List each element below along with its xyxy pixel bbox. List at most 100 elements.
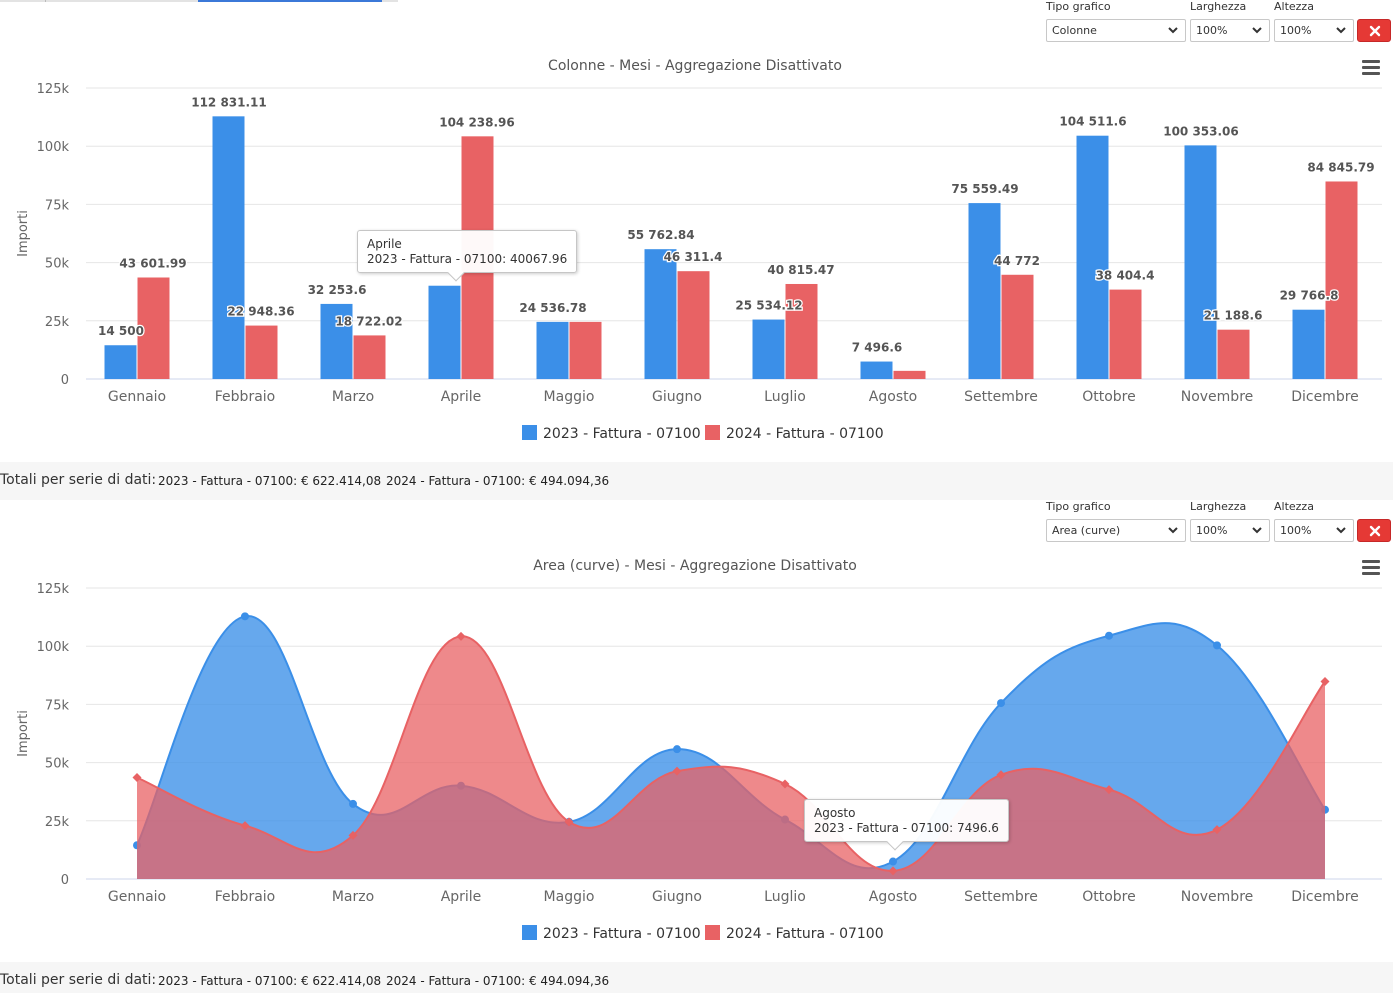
- legend-swatch: [522, 425, 537, 440]
- data-label: 46 311.4: [664, 250, 723, 264]
- x-tick-label: Maggio: [544, 889, 595, 905]
- area-chart-panel: Area (curve) - Mesi - Aggregazione Disat…: [0, 544, 1393, 962]
- bar: [428, 285, 461, 379]
- chart-type-value: Area (curve): [1052, 524, 1121, 537]
- chart-tooltip: Aprile 2023 - Fattura - 07100: 40067.96: [357, 230, 578, 282]
- menu-icon[interactable]: [1362, 560, 1380, 575]
- x-tick-label: Aprile: [441, 389, 482, 405]
- width-value: 100%: [1196, 524, 1228, 537]
- bar: [860, 361, 893, 379]
- data-label: 40 815.47: [767, 263, 834, 277]
- total-2023: 2023 - Fattura - 07100: € 622.414,08: [158, 474, 382, 488]
- x-tick-label: Febbraio: [215, 389, 275, 405]
- totals-label: Totali per serie di dati:: [0, 472, 157, 488]
- x-tick-label: Ottobre: [1082, 389, 1136, 405]
- data-label: 18 722.02: [335, 314, 402, 328]
- x-tick-label: Maggio: [544, 389, 595, 405]
- x-tick-label: Luglio: [764, 889, 806, 905]
- data-label: 112 831.11: [191, 95, 267, 109]
- data-label: 7 496.6: [852, 341, 902, 355]
- bar: [752, 319, 785, 379]
- bar: [968, 203, 1001, 379]
- data-point: [132, 772, 142, 782]
- y-tick-label: 0: [61, 373, 69, 388]
- bar: [1001, 274, 1034, 379]
- width-label: Larghezza: [1190, 0, 1247, 13]
- data-point: [456, 631, 466, 641]
- bar: [245, 325, 278, 379]
- data-label: 84 845.79: [1307, 160, 1374, 174]
- chevron-down-icon: [1168, 27, 1178, 34]
- series-totals: Totali per serie di dati: 2023 - Fattura…: [0, 962, 1393, 993]
- data-label: 44 772: [994, 254, 1040, 268]
- x-tick-label: Novembre: [1181, 889, 1254, 905]
- chart-type-select[interactable]: Area (curve): [1046, 519, 1186, 542]
- data-label: 55 762.84: [627, 228, 694, 242]
- y-tick-label: 0: [61, 873, 69, 888]
- data-point: [1105, 631, 1113, 640]
- bar: [644, 249, 677, 379]
- data-point: [996, 770, 1006, 780]
- bar: [1325, 181, 1358, 379]
- chevron-down-icon: [1336, 27, 1346, 34]
- legend-swatch: [705, 925, 720, 940]
- data-label: 75 559.49: [951, 182, 1018, 196]
- data-point: [997, 699, 1005, 708]
- legend: 2023 - Fattura - 07100 2024 - Fattura - 0…: [522, 925, 884, 942]
- totals-label: Totali per serie di dati:: [0, 972, 157, 988]
- data-point: [1213, 641, 1221, 650]
- total-2023: 2023 - Fattura - 07100: € 622.414,08: [158, 974, 382, 988]
- bar: [1217, 329, 1250, 379]
- data-label: 25 534.12: [735, 299, 802, 313]
- y-tick-label: 25k: [45, 315, 70, 330]
- chart-type-label: Tipo grafico: [1046, 500, 1111, 513]
- legend-item: 2024 - Fattura - 07100: [726, 426, 884, 442]
- chart-title: Colonne - Mesi - Aggregazione Disattivat…: [548, 58, 842, 74]
- width-select[interactable]: 100%: [1190, 19, 1270, 42]
- data-point: [672, 766, 682, 776]
- data-point: [240, 821, 250, 831]
- width-select[interactable]: 100%: [1190, 519, 1270, 542]
- data-label: 100 353.06: [1163, 124, 1239, 138]
- chart-type-label: Tipo grafico: [1046, 0, 1111, 13]
- chart-title: Area (curve) - Mesi - Aggregazione Disat…: [533, 558, 857, 574]
- y-tick-label: 75k: [45, 698, 70, 713]
- data-label: 22 948.36: [227, 305, 294, 319]
- bar: [569, 321, 602, 379]
- x-tick-label: Ottobre: [1082, 889, 1136, 905]
- y-axis-label: Importi: [16, 710, 31, 757]
- data-label: 104 238.96: [439, 115, 515, 129]
- y-tick-label: 100k: [37, 140, 70, 155]
- chart-type-select[interactable]: Colonne: [1046, 19, 1186, 42]
- x-tick-label: Marzo: [332, 889, 374, 905]
- chevron-down-icon: [1252, 527, 1262, 534]
- data-point: [889, 857, 897, 866]
- tooltip-title: Aprile: [367, 237, 402, 251]
- chart-controls: Tipo grafico Larghezza Altezza Area (cur…: [0, 500, 1393, 544]
- bar: [893, 370, 926, 379]
- x-tick-label: Agosto: [869, 889, 917, 905]
- width-label: Larghezza: [1190, 500, 1247, 513]
- height-label: Altezza: [1274, 0, 1314, 13]
- remove-chart-button[interactable]: [1357, 19, 1391, 42]
- data-point: [673, 745, 681, 754]
- menu-icon[interactable]: [1362, 60, 1380, 75]
- height-select[interactable]: 100%: [1274, 519, 1354, 542]
- series-line: [136, 615, 1326, 870]
- data-label: 38 404.4: [1096, 269, 1155, 283]
- remove-chart-button[interactable]: [1357, 519, 1391, 542]
- x-tick-label: Dicembre: [1291, 889, 1359, 905]
- data-point: [1104, 785, 1114, 795]
- x-tick-label: Gennaio: [108, 889, 166, 905]
- legend-item: 2023 - Fattura - 07100: [543, 426, 701, 442]
- close-icon: [1369, 525, 1381, 537]
- data-point: [241, 612, 249, 621]
- y-tick-label: 125k: [37, 582, 70, 597]
- x-tick-label: Febbraio: [215, 889, 275, 905]
- data-label: 21 188.6: [1204, 309, 1263, 323]
- bar: [137, 277, 170, 379]
- legend-item: 2024 - Fattura - 07100: [726, 926, 884, 942]
- width-value: 100%: [1196, 24, 1228, 37]
- height-select[interactable]: 100%: [1274, 19, 1354, 42]
- series-area: [137, 636, 1325, 879]
